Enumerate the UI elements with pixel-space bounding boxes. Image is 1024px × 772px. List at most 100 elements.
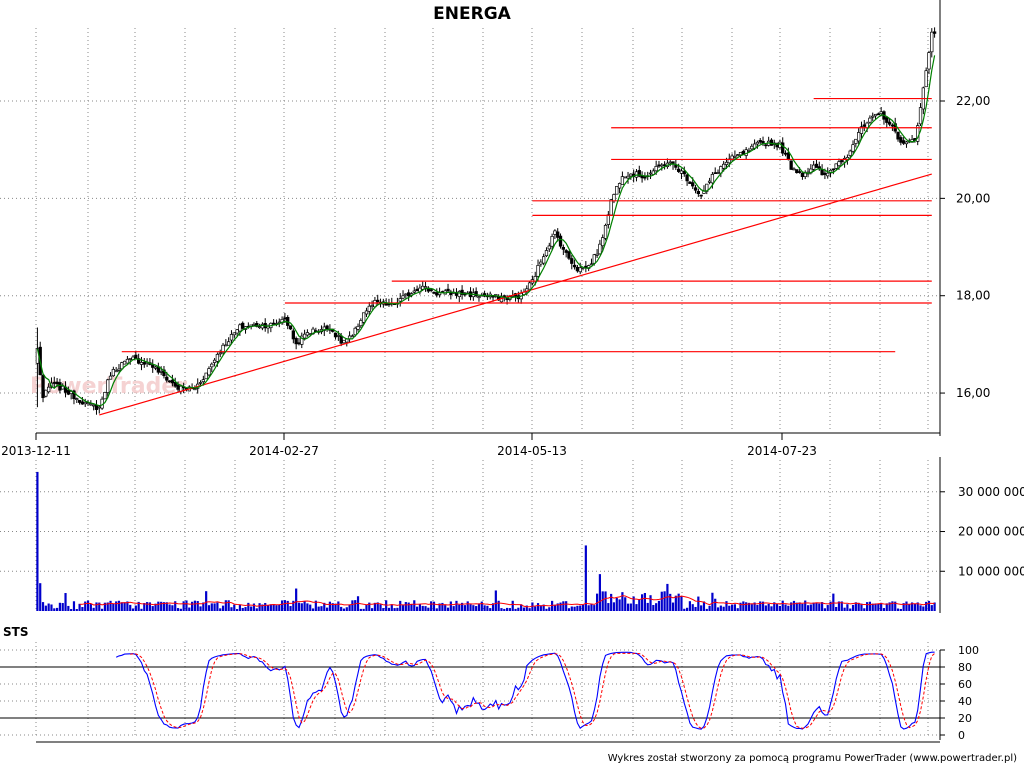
volume-bar: [300, 603, 303, 611]
volume-bar: [685, 607, 689, 611]
candle-body: [662, 164, 667, 167]
volume-bar: [618, 599, 621, 611]
volume-bar: [238, 604, 242, 611]
candle-body: [353, 327, 357, 336]
candle-body: [859, 126, 864, 134]
candle-body: [44, 389, 48, 397]
candle-body: [831, 168, 835, 171]
volume-bar: [340, 606, 343, 611]
grid-layer: [0, 28, 940, 736]
volume-bar: [640, 594, 644, 611]
volume-bar: [244, 607, 247, 611]
candle-body: [730, 155, 734, 160]
candle-body: [257, 326, 262, 329]
candle-body: [682, 170, 686, 175]
volume-bar: [379, 604, 382, 611]
volume-bar: [798, 602, 801, 611]
volume-bar: [832, 593, 835, 611]
candle-body: [797, 171, 802, 173]
candle-body: [637, 170, 641, 177]
volume-bar: [103, 602, 107, 611]
sts-k-line: [115, 651, 935, 730]
candle-body: [890, 124, 895, 127]
volume-bar: [460, 602, 464, 611]
candle-body: [117, 368, 121, 371]
volume-bar: [761, 601, 765, 611]
volume-bar: [278, 604, 281, 611]
volume-bar: [483, 605, 486, 611]
volume-bar: [196, 601, 199, 611]
volume-bar: [759, 601, 762, 611]
volume-bar: [221, 605, 225, 611]
volume-bar: [792, 600, 796, 611]
volume-bar: [624, 597, 627, 611]
volume-bar: [432, 601, 436, 611]
volume-bar: [505, 607, 509, 611]
volume-bar: [385, 600, 388, 611]
volume-bar: [865, 602, 869, 611]
volume-bar: [790, 602, 793, 611]
candle-body: [122, 360, 127, 365]
candle-body: [660, 164, 664, 167]
sts-tick-label: 20: [958, 712, 972, 725]
volume-bar: [812, 602, 815, 611]
volume-bar: [545, 608, 548, 611]
candle-body: [77, 400, 82, 403]
volume-bar: [120, 602, 123, 611]
volume-bar: [674, 595, 677, 611]
candle-body: [930, 31, 934, 53]
volume-bar: [362, 608, 365, 611]
candle-body: [221, 344, 225, 354]
volume-bar: [587, 605, 590, 611]
trendline: [99, 173, 932, 416]
volume-bar: [719, 605, 722, 611]
candle-body: [415, 288, 419, 291]
volume-bar: [413, 600, 416, 611]
volume-bar: [520, 604, 523, 611]
volume-bar: [410, 604, 413, 611]
volume-bar: [829, 601, 832, 611]
volume-bar: [269, 604, 272, 611]
volume-bar: [376, 602, 379, 611]
candle-body: [862, 124, 866, 127]
volume-bar: [424, 606, 427, 611]
sts-tick-label: 0: [958, 729, 965, 742]
volume-bar: [747, 602, 751, 611]
volume-bar: [295, 588, 298, 611]
candle-body: [207, 368, 211, 376]
candle-body: [699, 194, 703, 197]
candle-body: [783, 152, 788, 155]
candle-body: [252, 323, 256, 326]
candle-body: [232, 332, 236, 336]
candle-body: [736, 154, 740, 157]
candle-body: [902, 140, 906, 144]
candle-body: [904, 141, 909, 145]
candle-body: [857, 132, 861, 142]
volume-bar: [280, 600, 284, 611]
volume-bar: [753, 602, 756, 611]
volume-bar: [711, 592, 714, 611]
volume-bar: [458, 604, 461, 611]
candle-body: [125, 358, 130, 364]
candle-body: [201, 379, 205, 383]
volume-bar: [98, 602, 101, 611]
volume-bar: [716, 607, 720, 611]
volume-bar: [441, 602, 444, 611]
candle-body: [764, 144, 768, 147]
volume-bar: [309, 604, 312, 611]
candle-body: [212, 359, 217, 363]
volume-bar: [930, 605, 933, 611]
candle-body: [288, 325, 293, 330]
volume-bar: [292, 600, 295, 611]
volume-bar: [823, 608, 827, 611]
candle-body: [362, 312, 366, 323]
volume-bar: [604, 591, 607, 611]
volume-bar: [666, 583, 669, 611]
volume-bar: [286, 600, 289, 611]
volume-bar: [739, 602, 742, 611]
volume-bar: [179, 608, 182, 611]
candle-body: [210, 363, 214, 368]
volume-bar: [528, 608, 531, 611]
candle-body: [227, 341, 231, 346]
volume-bar: [787, 605, 790, 611]
